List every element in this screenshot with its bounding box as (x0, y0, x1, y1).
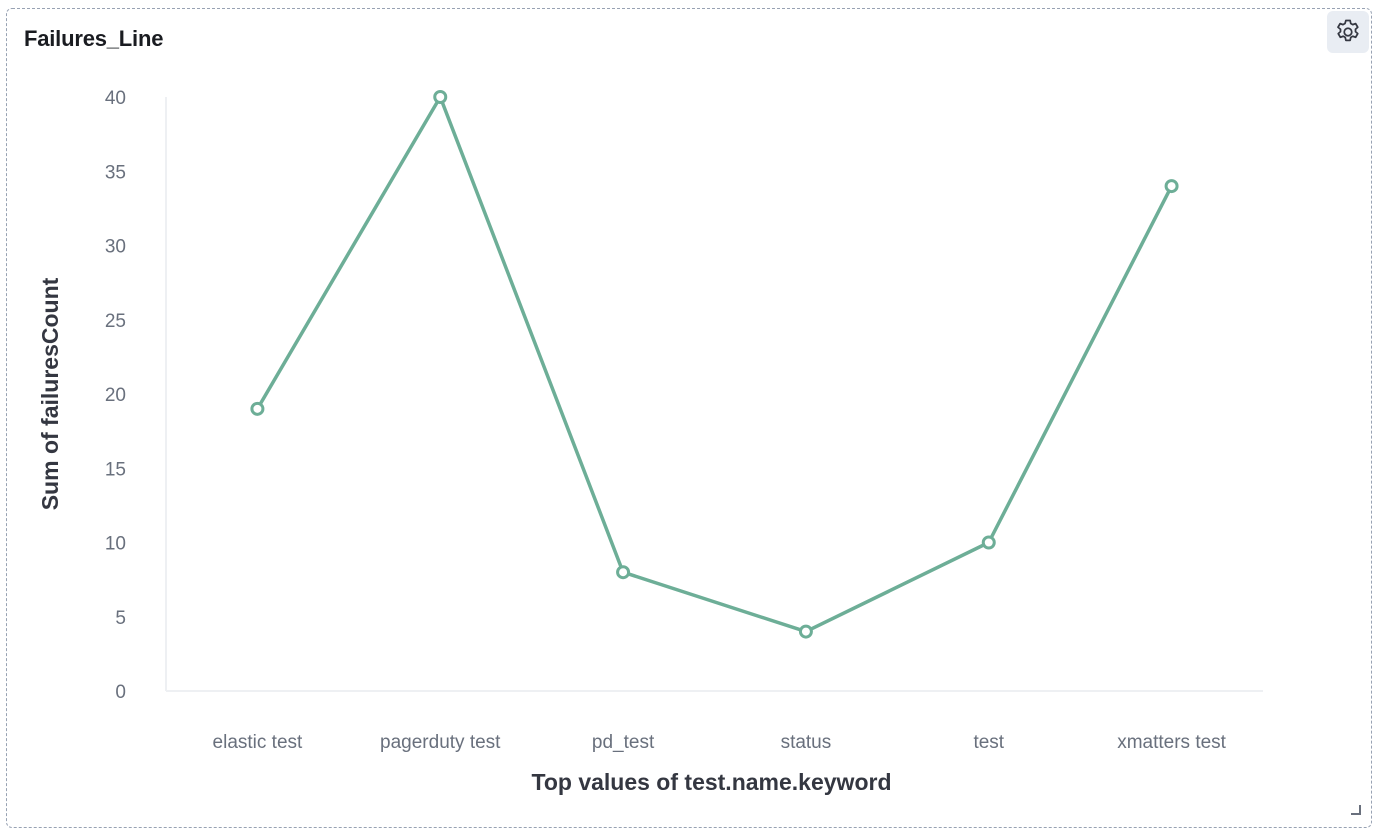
y-tick-label: 10 (105, 534, 126, 555)
data-point[interactable] (981, 535, 996, 550)
y-tick-label: 20 (105, 385, 126, 406)
x-tick-label: pd_test (592, 732, 655, 753)
gear-icon (1337, 19, 1359, 42)
series-layer (250, 90, 1179, 639)
y-tick-label: 35 (105, 162, 126, 183)
x-axis-title: Top values of test.name.keyword (531, 769, 891, 795)
data-point[interactable] (250, 401, 265, 416)
panel-settings-button[interactable] (1327, 11, 1369, 53)
y-tick-label: 40 (105, 88, 126, 109)
x-axis: elastic test pagerduty test pd_test status t… (213, 732, 1227, 753)
y-axis: 0 5 10 15 20 25 30 35 40 (105, 88, 126, 703)
y-axis-title: Sum of failuresCount (37, 277, 63, 510)
data-point[interactable] (433, 90, 448, 104)
x-tick-label: status (781, 732, 832, 753)
series-line (255, 95, 1174, 634)
y-tick-label: 25 (105, 311, 126, 332)
x-tick-label: xmatters test (1117, 732, 1226, 753)
y-tick-label: 30 (105, 237, 126, 258)
y-tick-label: 15 (105, 459, 126, 480)
data-point[interactable] (616, 565, 631, 580)
y-tick-label: 0 (115, 682, 126, 703)
data-point[interactable] (798, 624, 813, 639)
data-point[interactable] (1164, 179, 1179, 194)
x-tick-label: elastic test (213, 732, 303, 753)
y-tick-label: 5 (115, 608, 126, 629)
x-tick-label: test (973, 732, 1004, 753)
x-tick-label: pagerduty test (380, 732, 501, 753)
resize-corner-icon[interactable] (1351, 805, 1361, 815)
panel-title: Failures_Line (24, 26, 164, 51)
